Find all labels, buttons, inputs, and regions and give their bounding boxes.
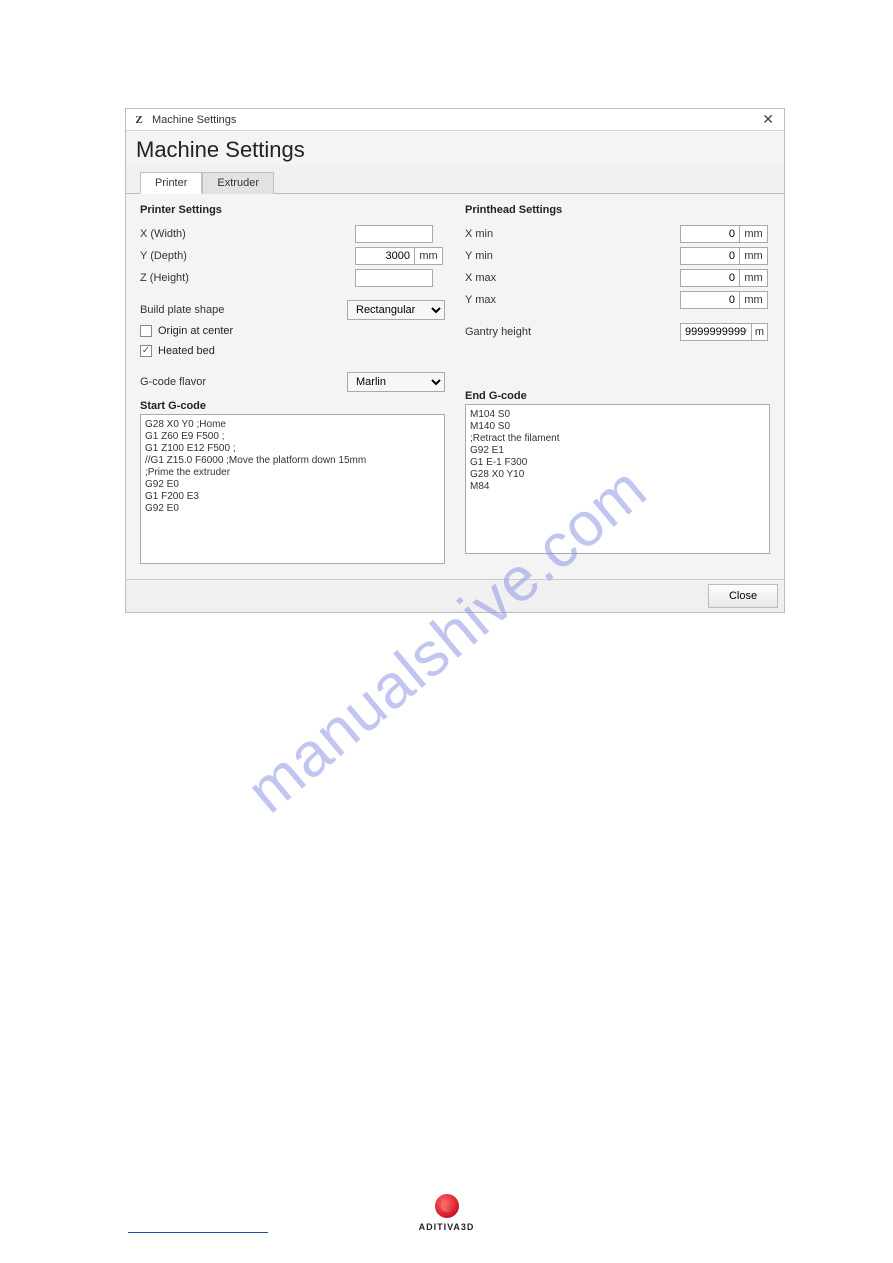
printer-settings-heading: Printer Settings bbox=[140, 204, 445, 216]
printhead-settings-column: Printhead Settings X min mm Y min mm bbox=[465, 202, 770, 567]
start-gcode-label: Start G-code bbox=[140, 400, 445, 412]
page-footer: ADITIVA3D bbox=[0, 1194, 893, 1233]
heated-bed-row[interactable]: Heated bed bbox=[140, 342, 445, 360]
printhead-settings-heading: Printhead Settings bbox=[465, 204, 770, 216]
footer-rule bbox=[128, 1232, 268, 1233]
xmax-label: X max bbox=[465, 272, 680, 284]
x-width-label: X (Width) bbox=[140, 228, 355, 240]
ymin-label: Y min bbox=[465, 250, 680, 262]
y-depth-input[interactable] bbox=[355, 247, 415, 265]
gantry-height-label: Gantry height bbox=[465, 326, 680, 338]
z-height-input[interactable] bbox=[355, 269, 433, 287]
tab-panel-printer: Printer Settings X (Width) Y (Depth) mm … bbox=[126, 193, 784, 579]
tabs: Printer Extruder bbox=[126, 171, 784, 193]
titlebar: Z Machine Settings ✕ bbox=[126, 109, 784, 131]
z-height-label: Z (Height) bbox=[140, 272, 355, 284]
brand-logo-icon bbox=[435, 1194, 459, 1218]
app-icon: Z bbox=[132, 113, 146, 127]
window-header: Machine Settings bbox=[126, 131, 784, 165]
gantry-height-input[interactable] bbox=[680, 323, 752, 341]
xmax-unit: mm bbox=[740, 269, 768, 287]
origin-at-center-checkbox[interactable] bbox=[140, 325, 152, 337]
ymin-unit: mm bbox=[740, 247, 768, 265]
end-gcode-label: End G-code bbox=[465, 390, 770, 402]
origin-at-center-row[interactable]: Origin at center bbox=[140, 322, 445, 340]
machine-settings-window: Z Machine Settings ✕ Machine Settings Pr… bbox=[125, 108, 785, 613]
origin-at-center-label: Origin at center bbox=[158, 325, 233, 337]
page-title: Machine Settings bbox=[136, 137, 774, 163]
xmax-input[interactable] bbox=[680, 269, 740, 287]
x-width-input[interactable] bbox=[355, 225, 433, 243]
brand-name: ADITIVA3D bbox=[419, 1222, 475, 1232]
ymin-input[interactable] bbox=[680, 247, 740, 265]
tab-printer[interactable]: Printer bbox=[140, 172, 202, 194]
end-gcode-textarea[interactable]: M104 S0 M140 S0 ;Retract the filament G9… bbox=[465, 404, 770, 554]
heated-bed-checkbox[interactable] bbox=[140, 345, 152, 357]
build-plate-shape-label: Build plate shape bbox=[140, 304, 347, 316]
y-depth-label: Y (Depth) bbox=[140, 250, 355, 262]
ymax-input[interactable] bbox=[680, 291, 740, 309]
ymax-label: Y max bbox=[465, 294, 680, 306]
tab-extruder[interactable]: Extruder bbox=[202, 172, 274, 194]
xmin-label: X min bbox=[465, 228, 680, 240]
heated-bed-label: Heated bed bbox=[158, 345, 215, 357]
y-depth-unit: mm bbox=[415, 247, 443, 265]
build-plate-shape-select[interactable]: Rectangular bbox=[347, 300, 445, 320]
xmin-input[interactable] bbox=[680, 225, 740, 243]
start-gcode-textarea[interactable]: G28 X0 Y0 ;Home G1 Z60 E9 F500 ; G1 Z100… bbox=[140, 414, 445, 564]
window-title: Machine Settings bbox=[152, 114, 236, 126]
gcode-flavor-select[interactable]: Marlin bbox=[347, 372, 445, 392]
close-icon[interactable]: ✕ bbox=[758, 111, 778, 128]
ymax-unit: mm bbox=[740, 291, 768, 309]
printer-settings-column: Printer Settings X (Width) Y (Depth) mm … bbox=[140, 202, 445, 567]
gcode-flavor-label: G-code flavor bbox=[140, 376, 347, 388]
close-button[interactable]: Close bbox=[708, 584, 778, 608]
gantry-height-unit: m bbox=[752, 323, 768, 341]
xmin-unit: mm bbox=[740, 225, 768, 243]
dialog-footer: Close bbox=[126, 579, 784, 612]
